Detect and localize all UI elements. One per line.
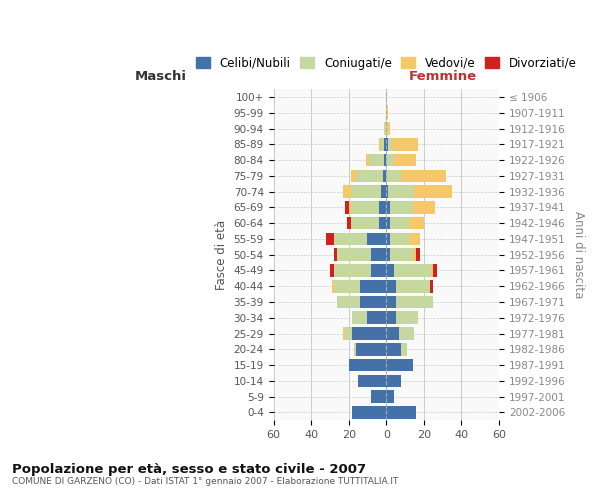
Bar — [365, 154, 370, 166]
Bar — [345, 201, 349, 213]
Bar — [334, 280, 360, 292]
Bar — [334, 232, 367, 245]
Bar — [385, 154, 386, 166]
Bar — [413, 201, 435, 213]
Bar — [401, 343, 407, 355]
Bar — [433, 264, 437, 277]
Bar — [386, 296, 395, 308]
Bar — [386, 122, 390, 135]
Bar — [334, 264, 371, 277]
Bar — [386, 138, 388, 150]
Bar — [352, 327, 386, 340]
Bar — [370, 154, 385, 166]
Bar — [390, 248, 413, 261]
Bar — [350, 170, 356, 182]
Bar — [394, 264, 431, 277]
Y-axis label: Fasce di età: Fasce di età — [215, 220, 228, 290]
Bar — [386, 154, 394, 166]
Bar — [358, 374, 386, 387]
Bar — [347, 217, 350, 230]
Bar — [337, 248, 371, 261]
Bar — [383, 170, 386, 182]
Bar — [356, 343, 386, 355]
Bar — [390, 201, 413, 213]
Bar — [385, 138, 386, 150]
Bar — [386, 406, 416, 418]
Bar — [379, 201, 386, 213]
Bar — [386, 280, 395, 292]
Bar — [356, 170, 383, 182]
Text: Popolazione per età, sesso e stato civile - 2007: Popolazione per età, sesso e stato civil… — [12, 462, 366, 475]
Bar — [379, 217, 386, 230]
Bar — [385, 122, 386, 135]
Bar — [337, 296, 360, 308]
Bar — [360, 296, 386, 308]
Bar — [386, 170, 401, 182]
Bar — [371, 390, 386, 403]
Bar — [332, 280, 334, 292]
Bar — [386, 186, 388, 198]
Bar — [334, 248, 337, 261]
Y-axis label: Anni di nascita: Anni di nascita — [572, 211, 585, 298]
Bar — [343, 186, 350, 198]
Bar — [350, 201, 379, 213]
Bar — [386, 201, 390, 213]
Bar — [371, 264, 386, 277]
Bar — [386, 343, 401, 355]
Bar — [330, 264, 334, 277]
Bar — [409, 232, 420, 245]
Bar — [386, 217, 390, 230]
Bar — [355, 343, 356, 355]
Bar — [350, 217, 352, 230]
Bar — [349, 359, 386, 372]
Text: Maschi: Maschi — [135, 70, 187, 82]
Bar — [386, 327, 400, 340]
Bar — [395, 296, 433, 308]
Bar — [386, 390, 394, 403]
Bar — [352, 312, 367, 324]
Bar — [380, 138, 385, 150]
Bar — [386, 232, 390, 245]
Bar — [386, 264, 394, 277]
Bar — [380, 186, 386, 198]
Bar — [395, 280, 430, 292]
Bar — [349, 201, 350, 213]
Bar — [395, 312, 418, 324]
Bar — [371, 248, 386, 261]
Bar — [430, 280, 433, 292]
Bar — [386, 106, 388, 119]
Bar — [400, 327, 415, 340]
Bar — [394, 154, 416, 166]
Bar — [388, 186, 415, 198]
Bar — [352, 406, 386, 418]
Bar — [416, 248, 420, 261]
Bar — [386, 374, 401, 387]
Bar — [345, 327, 352, 340]
Bar — [388, 138, 392, 150]
Bar — [390, 217, 409, 230]
Text: COMUNE DI GARZENO (CO) - Dati ISTAT 1° gennaio 2007 - Elaborazione TUTTITALIA.IT: COMUNE DI GARZENO (CO) - Dati ISTAT 1° g… — [12, 478, 398, 486]
Bar — [350, 186, 380, 198]
Bar — [352, 217, 379, 230]
Bar — [392, 138, 418, 150]
Bar — [326, 232, 334, 245]
Bar — [367, 232, 386, 245]
Bar — [360, 280, 386, 292]
Bar — [413, 248, 416, 261]
Bar — [390, 232, 409, 245]
Bar — [401, 170, 446, 182]
Text: Femmine: Femmine — [409, 70, 477, 82]
Bar — [431, 264, 433, 277]
Bar — [343, 327, 345, 340]
Bar — [409, 217, 424, 230]
Bar — [379, 138, 380, 150]
Bar — [386, 312, 395, 324]
Bar — [367, 312, 386, 324]
Bar — [386, 248, 390, 261]
Bar — [386, 359, 413, 372]
Legend: Celibi/Nubili, Coniugati/e, Vedovi/e, Divorziati/e: Celibi/Nubili, Coniugati/e, Vedovi/e, Di… — [191, 52, 581, 74]
Bar — [415, 186, 452, 198]
